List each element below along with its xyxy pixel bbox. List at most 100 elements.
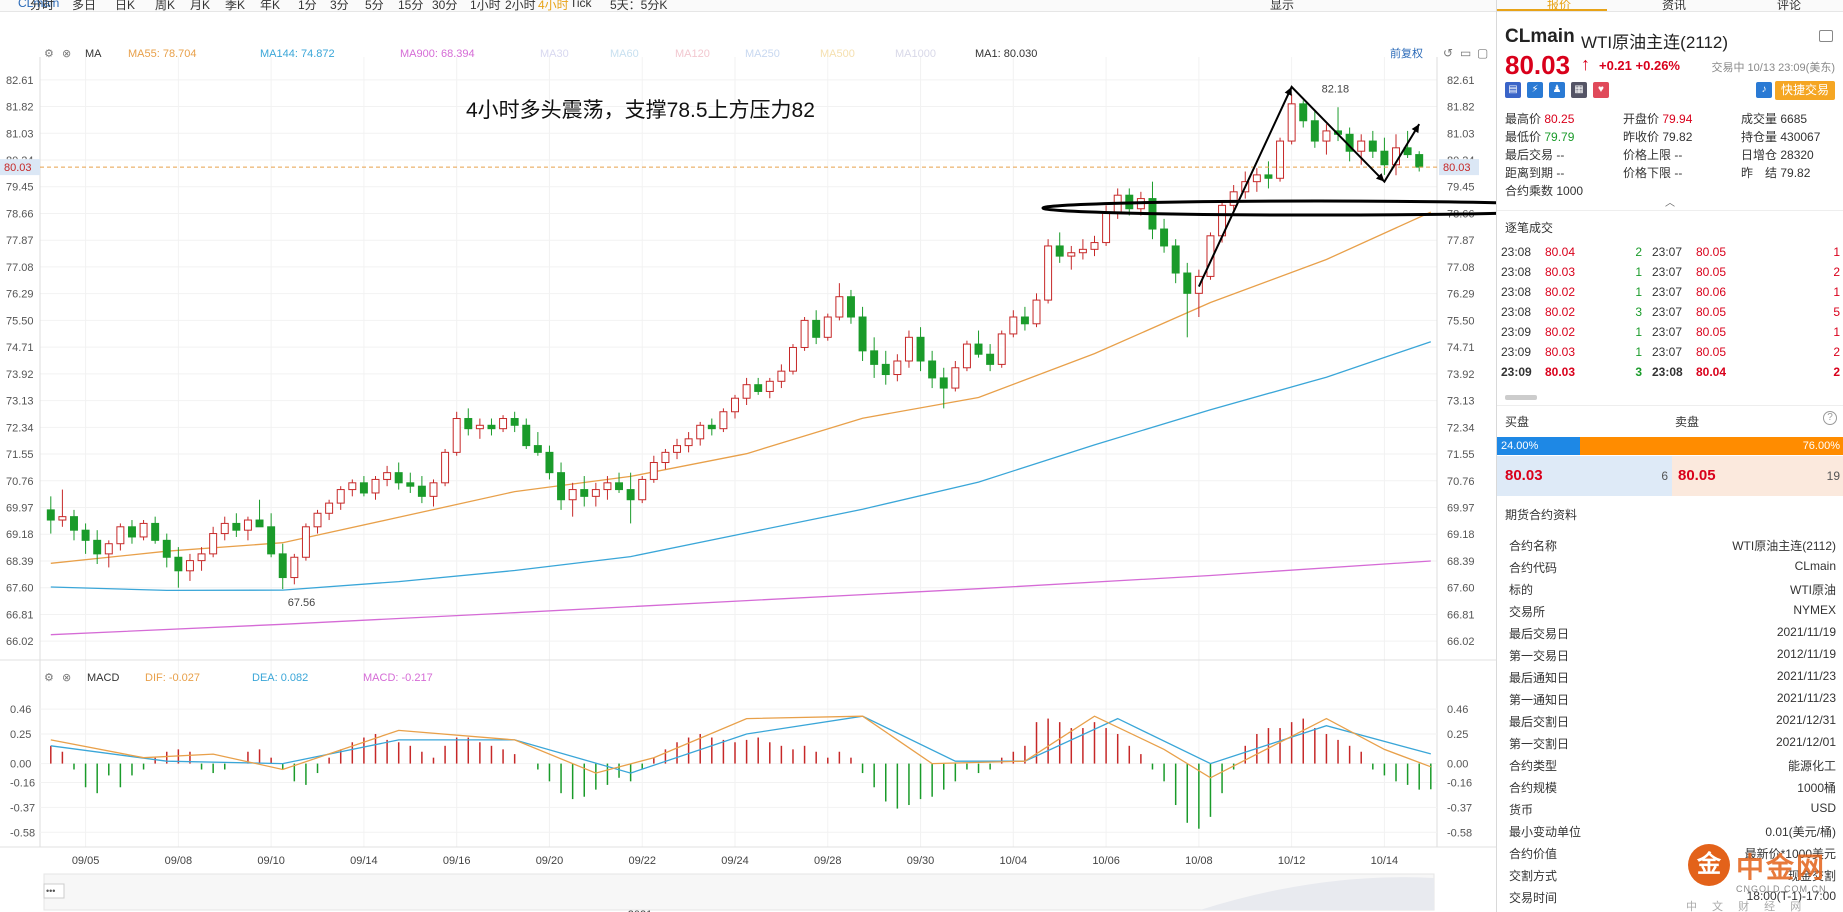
candle-body	[1368, 140, 1377, 152]
period-4[interactable]: 月K	[190, 0, 211, 12]
tab-comments[interactable]: 评论	[1777, 0, 1802, 12]
candle-body	[93, 539, 102, 555]
cngold-logo-icon: 金	[1688, 844, 1730, 886]
help-icon[interactable]: ?	[1823, 411, 1837, 425]
period-2[interactable]: 日K	[115, 0, 136, 12]
period-14[interactable]: 4小时	[538, 0, 569, 12]
settings-icon[interactable]: ⚙	[44, 48, 54, 60]
y-tick-left: 66.81	[6, 609, 34, 621]
legend-item[interactable]: MA1000	[895, 48, 936, 60]
legend-item[interactable]: MA120	[675, 48, 710, 60]
y-tick-right: 69.97	[1447, 503, 1475, 515]
period-10[interactable]: 15分	[398, 0, 424, 12]
candle-body	[243, 519, 252, 531]
period-0[interactable]: 分时	[30, 0, 55, 12]
change-percent: +0.26%	[1635, 58, 1680, 73]
period-3[interactable]: 周K	[155, 0, 176, 12]
window-max-icon[interactable]: ▢	[1477, 46, 1488, 60]
navigator-dots[interactable]: •••	[46, 886, 55, 896]
candle-body	[1299, 103, 1308, 122]
arrow-head	[1284, 86, 1292, 96]
macd-legend-item[interactable]: DIF: -0.027	[145, 672, 200, 684]
legend-item[interactable]: MA250	[745, 48, 780, 60]
analysis-annotation: 4小时多头震荡，支撑78.5上方压力82	[466, 99, 815, 122]
period-13[interactable]: 2小时	[505, 0, 536, 12]
trades-scrollbar[interactable]	[1505, 395, 1537, 400]
legend-item[interactable]: MA	[85, 48, 102, 60]
y-tick-left: 72.34	[6, 422, 34, 434]
kline-chart[interactable]: 82.6182.6181.8281.8281.0381.0380.2480.24…	[0, 12, 1595, 912]
trade-cell: 80.05	[1696, 305, 1727, 319]
macd-y-tick-left: 0.46	[10, 704, 31, 716]
bell-icon[interactable]: ♪	[1756, 82, 1772, 98]
lightning-icon[interactable]: ⚡	[1527, 82, 1543, 98]
window-icon[interactable]	[1819, 30, 1833, 42]
legend-item[interactable]: MA144: 74.872	[260, 48, 335, 60]
info-value: 2021/12/01	[1775, 735, 1836, 749]
candle-body	[649, 462, 658, 480]
macd-legend-item[interactable]: DEA: 0.082	[252, 672, 308, 684]
period-5[interactable]: 季K	[225, 0, 246, 12]
price-tag-left	[0, 159, 40, 176]
candle-body	[626, 489, 635, 501]
period-15[interactable]: Tick	[570, 0, 592, 10]
candle-body	[1078, 248, 1087, 254]
buy-sell-ratio-bar: 24.00% 76.00%	[1497, 437, 1843, 455]
ask-price: 80.05	[1678, 467, 1716, 484]
info-value: NYMEX	[1793, 603, 1836, 617]
period-9[interactable]: 5分	[365, 0, 384, 12]
y-tick-right: 81.03	[1447, 128, 1475, 140]
quote-key: 最后交易	[1505, 148, 1554, 162]
macd-legend-item[interactable]: MACD	[87, 672, 119, 684]
trade-cell: 2	[1833, 345, 1840, 359]
watermark-cn: 中 文 财 经 网	[1686, 901, 1808, 912]
info-value: 现金交割	[1787, 869, 1836, 883]
y-tick-left: 77.87	[6, 235, 34, 247]
close-icon[interactable]: ⊗	[62, 48, 71, 60]
macd-close-icon[interactable]: ⊗	[62, 672, 71, 684]
navigator-handle[interactable]	[43, 883, 65, 899]
trade-cell: 23:07	[1652, 305, 1683, 319]
collapse-icon[interactable]: ︿	[1665, 198, 1675, 209]
period-6[interactable]: 年K	[260, 0, 281, 12]
period-16[interactable]: 5天：5分K	[610, 0, 668, 12]
x-tick: 10/14	[1371, 855, 1399, 867]
info-row: 第一通知日 2021/11/23	[1509, 688, 1836, 708]
period-12[interactable]: 1小时	[470, 0, 501, 12]
period-11[interactable]: 30分	[432, 0, 458, 12]
tab-quote[interactable]: 报价	[1547, 0, 1572, 12]
display-menu[interactable]: 显示	[1270, 0, 1295, 12]
buy-ratio-fill: 24.00%	[1497, 437, 1581, 455]
legend-item[interactable]: MA1: 80.030	[975, 48, 1037, 60]
doc-icon[interactable]: ▦	[1571, 82, 1587, 98]
period-7[interactable]: 1分	[298, 0, 317, 12]
person-icon[interactable]: ♟	[1549, 82, 1565, 98]
candle-body	[1357, 140, 1366, 152]
info-row: 交易时间 18:00(T-1)-17:00	[1509, 886, 1836, 906]
legend-item[interactable]: MA30	[540, 48, 569, 60]
info-key: 合约代码	[1509, 561, 1558, 575]
candle-body	[46, 509, 55, 521]
symbol-selector[interactable]: CLmain	[18, 0, 60, 10]
quote-field: 成交量 6685	[1741, 110, 1807, 127]
adjust-label[interactable]: 前复权	[1390, 46, 1423, 60]
macd-legend-item[interactable]: MACD: -0.217	[363, 672, 433, 684]
info-value: 18:00(T-1)-17:00	[1746, 889, 1836, 903]
quote-field: 价格下限 --	[1623, 164, 1682, 181]
period-8[interactable]: 3分	[330, 0, 349, 12]
window-min-icon[interactable]: ▭	[1460, 46, 1471, 60]
legend-item[interactable]: MA900: 68.394	[400, 48, 475, 60]
legend-item[interactable]: MA55: 78.704	[128, 48, 197, 60]
macd-settings-icon[interactable]: ⚙	[44, 672, 54, 684]
info-value: 2021/12/31	[1775, 713, 1836, 727]
x-tick: 09/05	[72, 855, 100, 867]
quick-trade-button[interactable]: 快捷交易	[1775, 81, 1835, 100]
tab-news[interactable]: 资讯	[1662, 0, 1687, 12]
legend-item[interactable]: MA60	[610, 48, 639, 60]
period-1[interactable]: 多日	[72, 0, 97, 12]
legend-item[interactable]: MA500	[820, 48, 855, 60]
candle-body	[615, 482, 624, 491]
chart-area[interactable]: 82.6182.6181.8281.8281.0381.0380.2480.24…	[0, 12, 1595, 912]
heart-icon[interactable]: ♥	[1593, 82, 1609, 98]
reset-icon[interactable]: ↺	[1443, 46, 1453, 60]
